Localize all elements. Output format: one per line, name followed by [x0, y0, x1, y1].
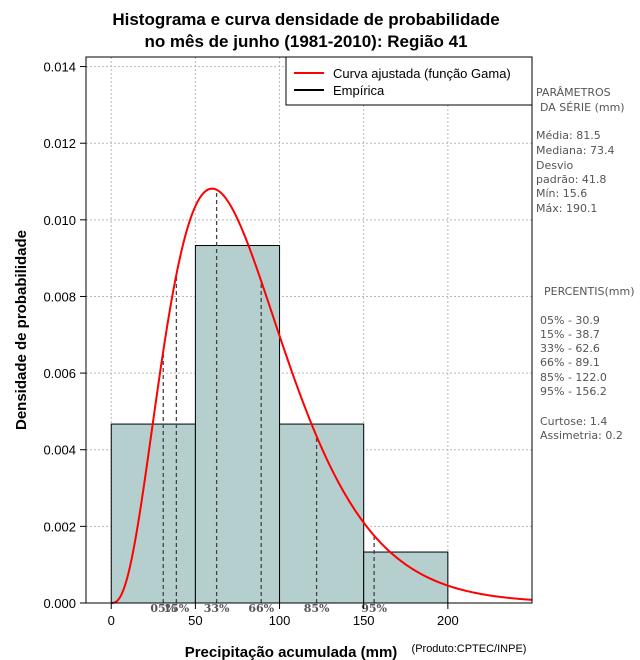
x-axis-ticks: 0 50 100 150 200	[108, 603, 459, 628]
legend-label-empirical: Empírica	[333, 83, 385, 98]
stats-line: padrão: 41.8	[536, 173, 606, 186]
stats-line: Máx: 190.1	[536, 202, 597, 215]
percentile-label: 05%	[150, 602, 176, 615]
stats-panel: PARÂMETROS DA SÉRIE (mm) Média: 81.5 Med…	[536, 86, 625, 215]
percentile-labels: 05%15% 33% 66% 85% 95%	[150, 602, 387, 615]
percentis-title: PERCENTIS(mm)	[544, 285, 635, 298]
stats-title-line1: PARÂMETROS	[536, 86, 611, 99]
y-tick-label: 0.002	[43, 519, 76, 534]
legend-label-curve: Curva ajustada (função Gama)	[333, 66, 511, 81]
y-tick-label: 0.006	[43, 366, 76, 381]
stats-line: Mín: 15.6	[536, 187, 587, 200]
percentile-label: 15%	[163, 602, 189, 615]
credit-label: (Produto:CPTEC/INPE)	[412, 643, 527, 655]
histogram-bar	[363, 551, 449, 604]
percentile-label: 66%	[248, 602, 274, 615]
legend: Curva ajustada (função Gama) Empírica	[285, 56, 533, 106]
percentile-label: 33%	[204, 602, 230, 615]
stats-title-line2: DA SÉRIE (mm)	[540, 101, 625, 114]
percentis-line: 05% - 30.9	[540, 314, 600, 327]
percentile-lines	[162, 189, 375, 603]
percentis-panel: PERCENTIS(mm) 05% - 30.9 15% - 38.7 33% …	[540, 285, 635, 442]
chart-title-line2: no mês de junho (1981-2010): Região 41	[144, 32, 467, 51]
stats-line: Média: 81.5	[536, 129, 601, 142]
x-tick-label: 100	[269, 613, 291, 628]
skewness-line: Assimetria: 0.2	[540, 429, 623, 442]
y-tick-label: 0.000	[43, 596, 76, 611]
chart-title-line1: Histograma e curva densidade de probabil…	[112, 10, 499, 29]
y-axis-ticks: 0.000 0.002 0.004 0.006 0.008 0.010 0.012 0.014	[43, 60, 86, 611]
percentis-line: 95% - 156.2	[540, 385, 607, 398]
y-tick-label: 0.008	[43, 289, 76, 304]
y-tick-label: 0.004	[43, 443, 76, 458]
legend-box	[285, 56, 533, 106]
x-tick-label: 200	[437, 613, 459, 628]
y-tick-label: 0.012	[43, 136, 76, 151]
y-tick-label: 0.010	[43, 213, 76, 228]
percentis-line: 85% - 122.0	[540, 371, 607, 384]
stats-line: Desvio	[536, 159, 574, 172]
kurtosis-line: Curtose: 1.4	[540, 415, 607, 428]
y-tick-label: 0.014	[43, 60, 76, 75]
gamma-curve	[111, 187, 533, 604]
x-tick-label: 50	[188, 613, 202, 628]
x-axis-label: Precipitação acumulada (mm)	[185, 644, 398, 660]
x-tick-label: 150	[353, 613, 375, 628]
percentis-line: 15% - 38.7	[540, 328, 600, 341]
percentile-label: 95%	[361, 602, 387, 615]
percentis-line: 66% - 89.1	[540, 356, 600, 369]
y-axis-label: Densidade de probabilidade	[13, 230, 30, 430]
stats-line: Mediana: 73.4	[536, 144, 614, 157]
x-tick-label: 0	[108, 613, 115, 628]
percentis-line: 33% - 62.6	[540, 342, 600, 355]
histogram-bar	[279, 423, 365, 604]
percentile-label: 85%	[304, 602, 330, 615]
histogram-bars	[110, 245, 449, 604]
histogram-bar	[110, 423, 196, 604]
